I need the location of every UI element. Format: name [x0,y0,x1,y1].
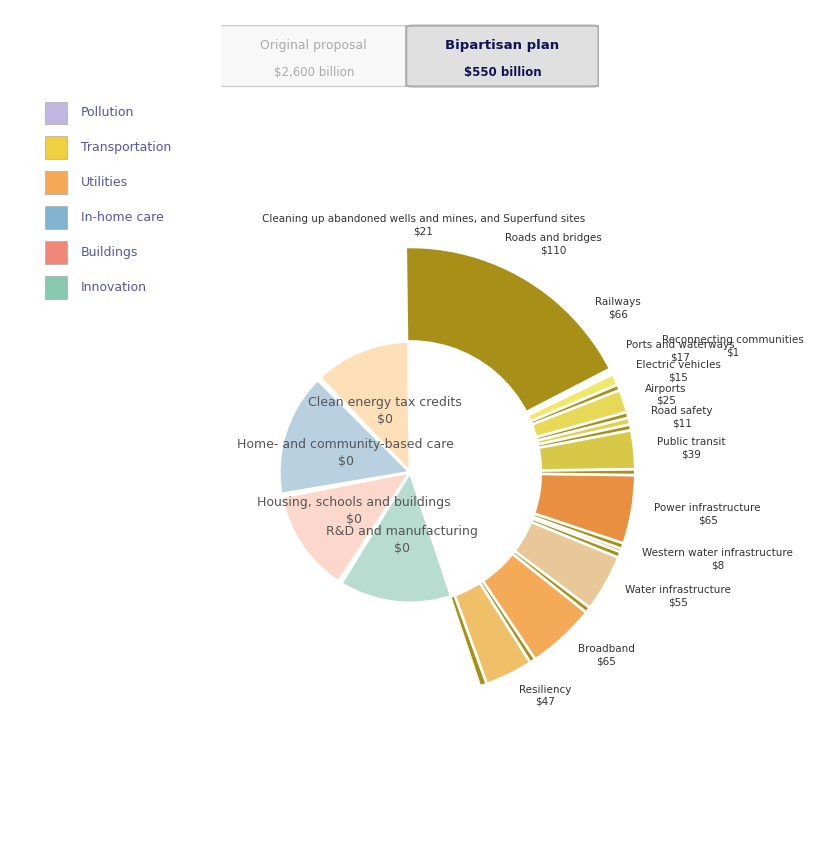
Wedge shape [492,299,599,403]
Text: Original proposal: Original proposal [260,39,367,52]
Text: Electric vehicles
$15: Electric vehicles $15 [635,360,720,381]
Bar [45,138,67,160]
Text: Clean energy tax credits
$0: Clean energy tax credits $0 [307,395,461,425]
Text: Pollution: Pollution [81,106,134,119]
Wedge shape [184,247,481,698]
Text: Home- and community-based care
$0: Home- and community-based care $0 [237,437,454,467]
Text: Bipartisan plan: Bipartisan plan [445,39,559,52]
Wedge shape [184,247,635,698]
Bar [45,242,67,264]
Text: Road safety
$11: Road safety $11 [650,405,712,428]
Bar [45,102,67,125]
Wedge shape [514,522,618,609]
Wedge shape [282,473,410,582]
Wedge shape [279,381,410,495]
Text: Airports
$25: Airports $25 [645,383,686,405]
Text: In-home care: In-home care [81,211,164,224]
Wedge shape [536,418,630,445]
Wedge shape [538,430,635,471]
Bar [45,277,67,300]
Bar [45,172,67,195]
Wedge shape [425,249,548,370]
Text: Housing, schools and buildings
$0: Housing, schools and buildings $0 [257,495,450,525]
Text: Utilities: Utilities [81,176,128,189]
Wedge shape [454,583,530,684]
FancyBboxPatch shape [405,26,598,87]
Text: Power infrastructure
$65: Power infrastructure $65 [654,503,760,525]
Wedge shape [531,391,627,438]
Text: Reconnecting communities
$1: Reconnecting communities $1 [661,335,803,357]
Text: Broadband
$65: Broadband $65 [577,644,634,666]
Wedge shape [533,474,635,544]
Wedge shape [527,375,617,422]
Text: Water infrastructure
$55: Water infrastructure $55 [625,584,731,606]
Wedge shape [411,247,431,343]
Text: Cleaning up abandoned wells and mines, and Superfund sites
$21: Cleaning up abandoned wells and mines, a… [261,214,584,236]
Text: Railways
$66: Railways $66 [595,297,640,319]
Wedge shape [482,554,586,660]
Wedge shape [410,342,540,595]
Wedge shape [341,473,450,603]
Text: Innovation: Innovation [81,280,147,294]
FancyBboxPatch shape [217,26,410,87]
Text: $2,600 billion: $2,600 billion [274,66,354,78]
Text: Transportation: Transportation [81,141,171,154]
Text: Resiliency
$47: Resiliency $47 [518,684,571,706]
Text: R&D and manufacturing
$0: R&D and manufacturing $0 [326,525,477,555]
Text: Ports and waterways
$17: Ports and waterways $17 [625,340,734,362]
Text: $550 billion: $550 billion [463,66,541,78]
Text: Roads and bridges
$110: Roads and bridges $110 [504,233,600,255]
Wedge shape [532,517,621,553]
Wedge shape [521,356,609,412]
Text: Western water infrastructure
$8: Western water infrastructure $8 [641,548,792,570]
Wedge shape [319,342,410,473]
Bar [45,207,67,230]
Text: Public transit
$39: Public transit $39 [656,436,724,459]
Text: Buildings: Buildings [81,246,138,258]
